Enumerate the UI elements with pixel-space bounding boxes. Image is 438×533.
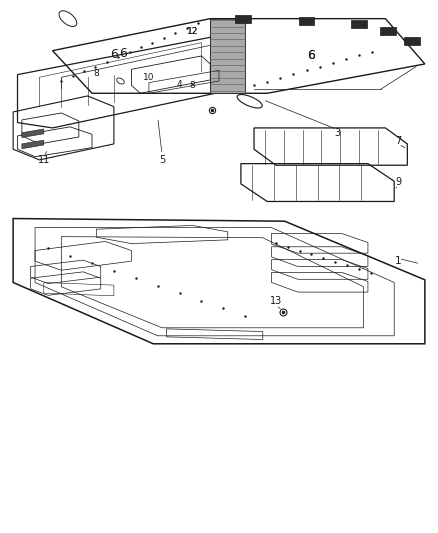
Text: 12: 12: [187, 28, 198, 36]
Text: 6: 6: [119, 47, 127, 60]
Text: 8: 8: [190, 81, 196, 90]
Text: 12: 12: [187, 28, 198, 36]
Polygon shape: [235, 15, 251, 23]
Text: 6: 6: [110, 49, 118, 61]
Text: 8: 8: [93, 69, 99, 78]
Text: 10: 10: [143, 73, 155, 82]
Text: 1: 1: [395, 256, 402, 266]
Text: 11: 11: [38, 155, 50, 165]
Text: 3: 3: [334, 128, 340, 138]
Text: 13: 13: [270, 296, 282, 306]
Polygon shape: [22, 140, 44, 149]
Polygon shape: [22, 129, 44, 138]
Text: 9: 9: [396, 177, 402, 187]
Text: 4: 4: [177, 80, 182, 88]
Polygon shape: [351, 20, 367, 28]
Polygon shape: [210, 19, 245, 93]
Polygon shape: [299, 17, 314, 25]
Text: 6: 6: [307, 50, 315, 62]
Polygon shape: [380, 27, 396, 35]
Text: 7: 7: [396, 136, 402, 146]
Polygon shape: [404, 37, 420, 45]
Text: 6: 6: [307, 50, 315, 62]
Text: 5: 5: [159, 155, 165, 165]
